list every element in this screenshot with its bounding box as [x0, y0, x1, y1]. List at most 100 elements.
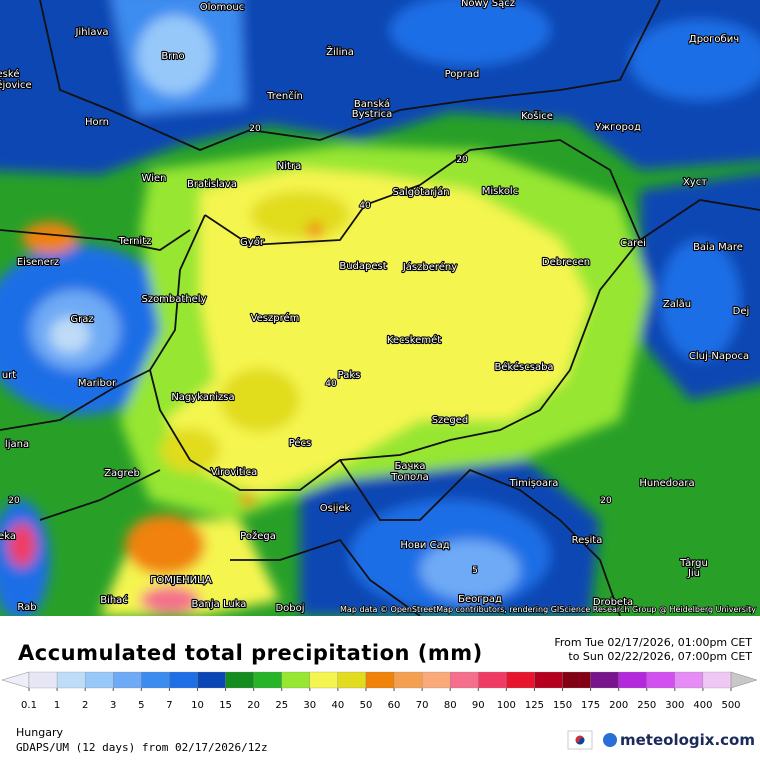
- city-label: Baia Mare: [693, 242, 743, 253]
- legend-arrow-high: [730, 671, 758, 689]
- contour-label: 40: [325, 379, 337, 389]
- brand[interactable]: meteologix.com: [620, 731, 755, 749]
- title: Accumulated total precipitation (mm): [18, 641, 483, 665]
- city-label: Kecskemét: [387, 334, 441, 346]
- city-label: Hunedoara: [639, 478, 694, 489]
- legend-swatch: [225, 671, 254, 689]
- legend-label: 100: [497, 700, 516, 711]
- legend-label: 80: [444, 700, 457, 711]
- city-label: Nitra: [277, 161, 301, 172]
- legend-swatch: [421, 671, 451, 689]
- legend-label: 3: [110, 700, 116, 711]
- legend-label: 25: [275, 700, 288, 711]
- legend-label: 90: [472, 700, 485, 711]
- city-label: ljana: [5, 439, 29, 450]
- city-label: Wien: [142, 173, 167, 184]
- legend-label: 125: [525, 700, 544, 711]
- city-label: Košice: [521, 110, 553, 122]
- city-label: Dej: [733, 306, 750, 317]
- legend-label: 20: [247, 700, 260, 711]
- city-label: Bihać: [100, 594, 128, 606]
- city-label: Pécs: [289, 437, 312, 449]
- city-label: Virovitica: [211, 467, 257, 478]
- legend-label: 15: [219, 700, 232, 711]
- city-label: Ужгород: [595, 122, 641, 133]
- city-label: Cluj-Napoca: [689, 351, 749, 362]
- legend-label: 250: [637, 700, 656, 711]
- city-label: Eisenerz: [17, 257, 59, 268]
- city-label: Maribor: [78, 378, 117, 389]
- city-label: Nagykanizsa: [171, 392, 234, 403]
- legend-label: 150: [553, 700, 572, 711]
- city-label: Топола: [390, 472, 428, 483]
- city-label: Reșita: [572, 535, 603, 546]
- city-label: Doboj: [275, 603, 304, 614]
- city-label: Horn: [85, 117, 109, 128]
- legend-label: 60: [388, 700, 401, 711]
- city-label: Нови Сад: [400, 540, 449, 551]
- legend-swatch: [28, 671, 58, 689]
- city-label: Banská: [354, 98, 390, 110]
- borders: [0, 0, 760, 616]
- legend-swatch: [337, 671, 367, 689]
- city-label: ГОМЈЕНИЦА: [150, 575, 212, 586]
- city-label: Bratislava: [187, 179, 237, 190]
- legend-swatch: [197, 671, 226, 689]
- legend-label: 10: [191, 700, 204, 711]
- contour-label: 20: [249, 124, 261, 134]
- legend-label: 7: [166, 700, 172, 711]
- city-label: ějovice: [0, 79, 32, 91]
- flag-icon: [567, 730, 593, 750]
- contour-label: 20: [456, 155, 468, 165]
- city-label: Szombathely: [141, 294, 206, 305]
- legend-swatch: [113, 671, 142, 689]
- legend-swatch: [674, 671, 704, 689]
- city-label: Бачка: [394, 461, 425, 472]
- legend-label: 0.1: [21, 700, 37, 711]
- model-info: GDAPS/UM (12 days) from 02/17/2026/12z: [16, 741, 268, 754]
- city-label: Дрогобич: [689, 34, 739, 45]
- city-label: Târgu: [679, 557, 708, 569]
- city-label: Paks: [338, 370, 361, 381]
- legend-swatch: [393, 671, 423, 689]
- city-label: Salgótarján: [392, 186, 449, 198]
- city-label: Szeged: [432, 415, 469, 426]
- logo-icon: [603, 733, 617, 747]
- legend-swatch: [365, 671, 395, 689]
- city-label: Miskolc: [482, 186, 518, 197]
- city-label: Požega: [240, 530, 276, 542]
- legend-label: 70: [416, 700, 429, 711]
- city-label: Veszprém: [251, 312, 300, 324]
- legend-label: 500: [721, 700, 740, 711]
- city-label: Београд: [458, 594, 502, 605]
- legend-swatch: [562, 671, 591, 689]
- legend-swatch: [309, 671, 339, 689]
- contour-label: 20: [600, 496, 612, 506]
- city-label: eské: [0, 68, 19, 80]
- city-label: Győr: [240, 236, 265, 248]
- legend-swatch: [702, 671, 732, 689]
- region: Hungary: [16, 726, 63, 739]
- city-label: Ternitz: [118, 236, 152, 247]
- legend-label: 40: [332, 700, 345, 711]
- legend-swatch: [450, 671, 479, 689]
- legend-swatch: [281, 671, 310, 689]
- city-label: eka: [0, 531, 16, 542]
- city-label: urt: [2, 370, 16, 381]
- legend-label: 5: [138, 700, 144, 711]
- city-label: Jiu: [687, 568, 700, 579]
- map: [0, 0, 760, 616]
- city-label: Budapest: [339, 261, 386, 272]
- legend-label: 400: [693, 700, 712, 711]
- city-label: Olomouc: [200, 2, 244, 13]
- legend-swatch: [506, 671, 535, 689]
- legend-swatch: [534, 671, 563, 689]
- contour-label: 40: [359, 201, 371, 211]
- city-label: Debrecen: [542, 257, 590, 268]
- city-label: Békéscsaba: [494, 361, 553, 373]
- city-labels: Olomouc Nowy Sącz Jihlava Brno Žilina Poprad Д…: [0, 0, 750, 615]
- city-label: Žilina: [326, 45, 354, 58]
- legend-swatch: [56, 671, 86, 689]
- city-label: Graz: [70, 314, 93, 325]
